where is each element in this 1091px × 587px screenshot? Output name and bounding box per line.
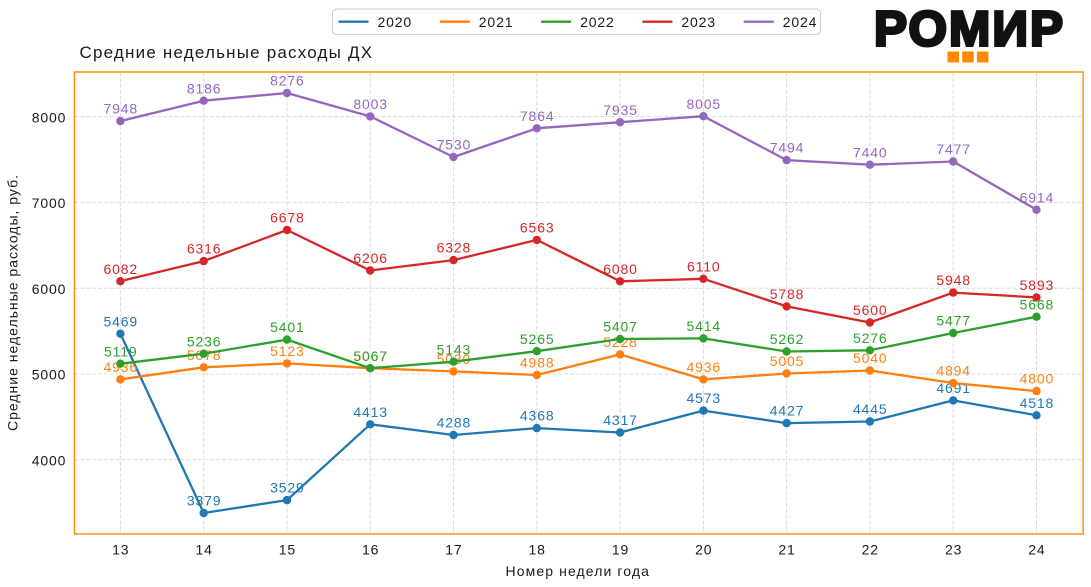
svg-text:5948: 5948 bbox=[936, 272, 971, 288]
svg-text:14: 14 bbox=[195, 541, 212, 557]
svg-text:5119: 5119 bbox=[104, 343, 138, 359]
svg-text:3379: 3379 bbox=[187, 493, 222, 509]
svg-text:4288: 4288 bbox=[437, 415, 472, 431]
svg-text:5236: 5236 bbox=[187, 333, 222, 349]
svg-text:7477: 7477 bbox=[936, 141, 971, 157]
svg-text:4000: 4000 bbox=[32, 453, 67, 469]
svg-text:6110: 6110 bbox=[687, 258, 721, 274]
svg-text:5477: 5477 bbox=[936, 313, 971, 329]
svg-text:2021: 2021 bbox=[479, 14, 514, 30]
svg-text:18: 18 bbox=[529, 541, 546, 557]
svg-text:5067: 5067 bbox=[353, 348, 388, 364]
svg-text:6206: 6206 bbox=[353, 250, 388, 266]
svg-text:4427: 4427 bbox=[770, 403, 805, 419]
svg-text:5276: 5276 bbox=[853, 330, 888, 346]
svg-text:8000: 8000 bbox=[32, 110, 67, 126]
svg-text:5265: 5265 bbox=[520, 331, 555, 347]
svg-text:5469: 5469 bbox=[104, 313, 139, 329]
svg-text:6678: 6678 bbox=[270, 210, 305, 226]
svg-text:8003: 8003 bbox=[353, 96, 388, 112]
svg-text:4317: 4317 bbox=[603, 412, 638, 428]
svg-text:6328: 6328 bbox=[437, 240, 472, 256]
svg-text:7948: 7948 bbox=[104, 101, 139, 117]
svg-text:2023: 2023 bbox=[681, 14, 716, 30]
svg-text:8186: 8186 bbox=[187, 80, 222, 96]
svg-text:4800: 4800 bbox=[1020, 371, 1055, 387]
svg-text:7935: 7935 bbox=[603, 102, 638, 118]
svg-text:4413: 4413 bbox=[353, 404, 388, 420]
svg-text:19: 19 bbox=[612, 541, 629, 557]
svg-text:2024: 2024 bbox=[783, 14, 818, 30]
svg-text:6316: 6316 bbox=[187, 241, 222, 257]
svg-text:4518: 4518 bbox=[1020, 395, 1055, 411]
svg-text:20: 20 bbox=[695, 541, 712, 557]
svg-text:5040: 5040 bbox=[853, 350, 888, 366]
svg-text:5262: 5262 bbox=[770, 331, 805, 347]
svg-text:5407: 5407 bbox=[603, 319, 638, 335]
svg-text:5123: 5123 bbox=[270, 343, 305, 359]
svg-text:5893: 5893 bbox=[1020, 277, 1055, 293]
svg-text:6563: 6563 bbox=[520, 220, 555, 236]
svg-text:7864: 7864 bbox=[520, 108, 555, 124]
svg-text:23: 23 bbox=[945, 541, 962, 557]
svg-text:4445: 4445 bbox=[853, 401, 888, 417]
svg-text:5401: 5401 bbox=[270, 319, 305, 335]
svg-text:4894: 4894 bbox=[936, 363, 971, 379]
svg-text:5788: 5788 bbox=[770, 286, 805, 302]
svg-text:5668: 5668 bbox=[1020, 296, 1055, 312]
svg-text:Средние недельные расходы, руб: Средние недельные расходы, руб. bbox=[5, 174, 21, 431]
svg-text:Средние недельные расходы ДХ: Средние недельные расходы ДХ bbox=[80, 43, 374, 62]
svg-text:Номер недели года: Номер недели года bbox=[506, 563, 651, 579]
svg-text:4368: 4368 bbox=[520, 408, 555, 424]
svg-text:5067: 5067 bbox=[353, 348, 388, 364]
svg-text:3529: 3529 bbox=[270, 480, 305, 496]
svg-text:4936: 4936 bbox=[687, 359, 722, 375]
svg-text:5414: 5414 bbox=[687, 318, 722, 334]
svg-text:2022: 2022 bbox=[580, 14, 615, 30]
svg-text:6914: 6914 bbox=[1020, 189, 1055, 205]
svg-text:8005: 8005 bbox=[687, 96, 722, 112]
svg-text:2020: 2020 bbox=[378, 14, 413, 30]
svg-text:5005: 5005 bbox=[770, 353, 805, 369]
svg-text:6082: 6082 bbox=[104, 261, 139, 277]
svg-text:5600: 5600 bbox=[853, 302, 888, 318]
svg-text:8276: 8276 bbox=[270, 73, 305, 89]
svg-text:21: 21 bbox=[778, 541, 795, 557]
svg-text:6080: 6080 bbox=[603, 261, 638, 277]
svg-text:РОМИР: РОМИР bbox=[874, 2, 1063, 57]
svg-text:17: 17 bbox=[445, 541, 462, 557]
svg-text:7000: 7000 bbox=[32, 195, 67, 211]
svg-text:22: 22 bbox=[862, 541, 879, 557]
svg-text:7440: 7440 bbox=[853, 144, 888, 160]
svg-text:4573: 4573 bbox=[687, 390, 722, 406]
svg-text:5000: 5000 bbox=[32, 367, 67, 383]
svg-text:24: 24 bbox=[1028, 541, 1045, 557]
svg-text:4988: 4988 bbox=[520, 355, 555, 371]
svg-text:7530: 7530 bbox=[437, 137, 472, 153]
svg-text:16: 16 bbox=[362, 541, 379, 557]
svg-text:6000: 6000 bbox=[32, 281, 67, 297]
svg-text:13: 13 bbox=[112, 541, 129, 557]
svg-text:5143: 5143 bbox=[437, 341, 472, 357]
svg-text:7494: 7494 bbox=[770, 140, 805, 156]
svg-text:15: 15 bbox=[279, 541, 296, 557]
